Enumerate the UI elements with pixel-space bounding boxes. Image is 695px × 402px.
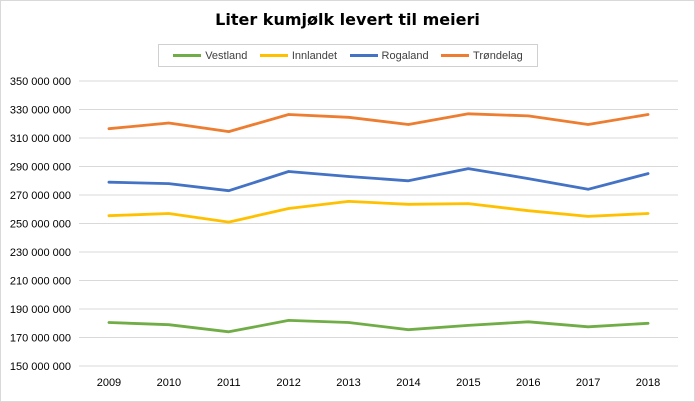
data-point	[527, 177, 530, 180]
data-point	[467, 167, 470, 170]
y-tick-label: 210 000 000	[10, 276, 71, 288]
data-point	[467, 112, 470, 115]
x-tick-label: 2017	[576, 377, 600, 389]
data-point	[227, 330, 230, 333]
x-tick-label: 2009	[97, 377, 121, 389]
data-point	[107, 214, 111, 217]
y-tick-label: 330 000 000	[10, 105, 71, 117]
data-point	[227, 220, 230, 224]
y-tick-label: 170 000 000	[10, 333, 71, 345]
data-point	[167, 212, 171, 215]
data-point	[287, 113, 290, 116]
y-tick-label: 290 000 000	[10, 162, 71, 174]
data-point	[527, 320, 530, 324]
data-point	[467, 202, 470, 205]
legend-label: Trøndelag	[473, 49, 523, 62]
data-point	[646, 113, 650, 116]
legend-label: Innlandet	[291, 49, 338, 62]
legend-label: Rogaland	[381, 49, 429, 62]
data-point	[586, 325, 590, 329]
x-tick-label: 2011	[217, 377, 241, 389]
x-tick-label: 2010	[157, 377, 181, 389]
data-point	[167, 121, 171, 125]
legend-swatch	[349, 54, 378, 57]
data-point	[227, 130, 230, 133]
y-tick-label: 270 000 000	[10, 190, 71, 202]
data-point	[646, 172, 650, 175]
data-point	[347, 175, 350, 178]
y-tick-label: 250 000 000	[10, 219, 71, 231]
x-tick-label: 2014	[396, 377, 420, 389]
y-tick-label: 350 000 000	[10, 76, 71, 88]
data-point	[407, 328, 410, 331]
data-point	[347, 321, 350, 324]
data-point	[407, 203, 410, 206]
data-point	[527, 209, 530, 212]
data-point	[646, 322, 650, 325]
data-point	[646, 212, 650, 215]
series-line-innlandet	[107, 199, 650, 224]
series-line-rogaland	[107, 167, 650, 193]
data-point	[347, 200, 350, 203]
data-point	[347, 116, 350, 119]
data-point	[467, 324, 470, 327]
legend-item: Vestland	[173, 50, 247, 62]
x-tick-label: 2012	[276, 377, 300, 389]
data-point	[167, 323, 171, 326]
series-line-vestland	[107, 318, 650, 334]
legend-label: Vestland	[205, 49, 248, 62]
data-point	[407, 179, 410, 182]
data-point	[586, 123, 590, 126]
legend-item: Rogaland	[349, 49, 429, 62]
data-point	[586, 188, 590, 191]
data-point	[586, 215, 590, 218]
data-point	[107, 321, 111, 324]
legend-swatch	[259, 54, 288, 57]
data-point	[107, 127, 111, 130]
y-tick-label: 190 000 000	[10, 304, 71, 316]
data-point	[407, 123, 410, 126]
data-point	[527, 114, 530, 118]
series-line-trøndelag	[107, 112, 650, 134]
legend-item: Trøndelag	[441, 50, 523, 62]
x-tick-label: 2013	[336, 377, 360, 389]
data-point	[287, 170, 290, 173]
data-point	[287, 207, 290, 210]
legend-swatch	[173, 54, 202, 57]
data-point	[287, 319, 290, 322]
y-tick-label: 310 000 000	[10, 133, 71, 145]
data-point	[107, 180, 111, 184]
data-point	[167, 182, 171, 185]
x-tick-label: 2016	[516, 377, 540, 389]
chart-legend: Vestland Innlandet Rogaland Trøndelag	[158, 44, 538, 67]
x-tick-label: 2015	[456, 377, 480, 389]
legend-item: Innlandet	[259, 49, 338, 62]
y-tick-label: 230 000 000	[10, 247, 71, 259]
x-tick-label: 2018	[636, 377, 660, 389]
legend-swatch	[441, 54, 470, 57]
chart-title: Liter kumjølk levert til meieri	[215, 10, 480, 29]
data-point	[227, 189, 230, 192]
y-tick-label: 150 000 000	[10, 361, 71, 373]
